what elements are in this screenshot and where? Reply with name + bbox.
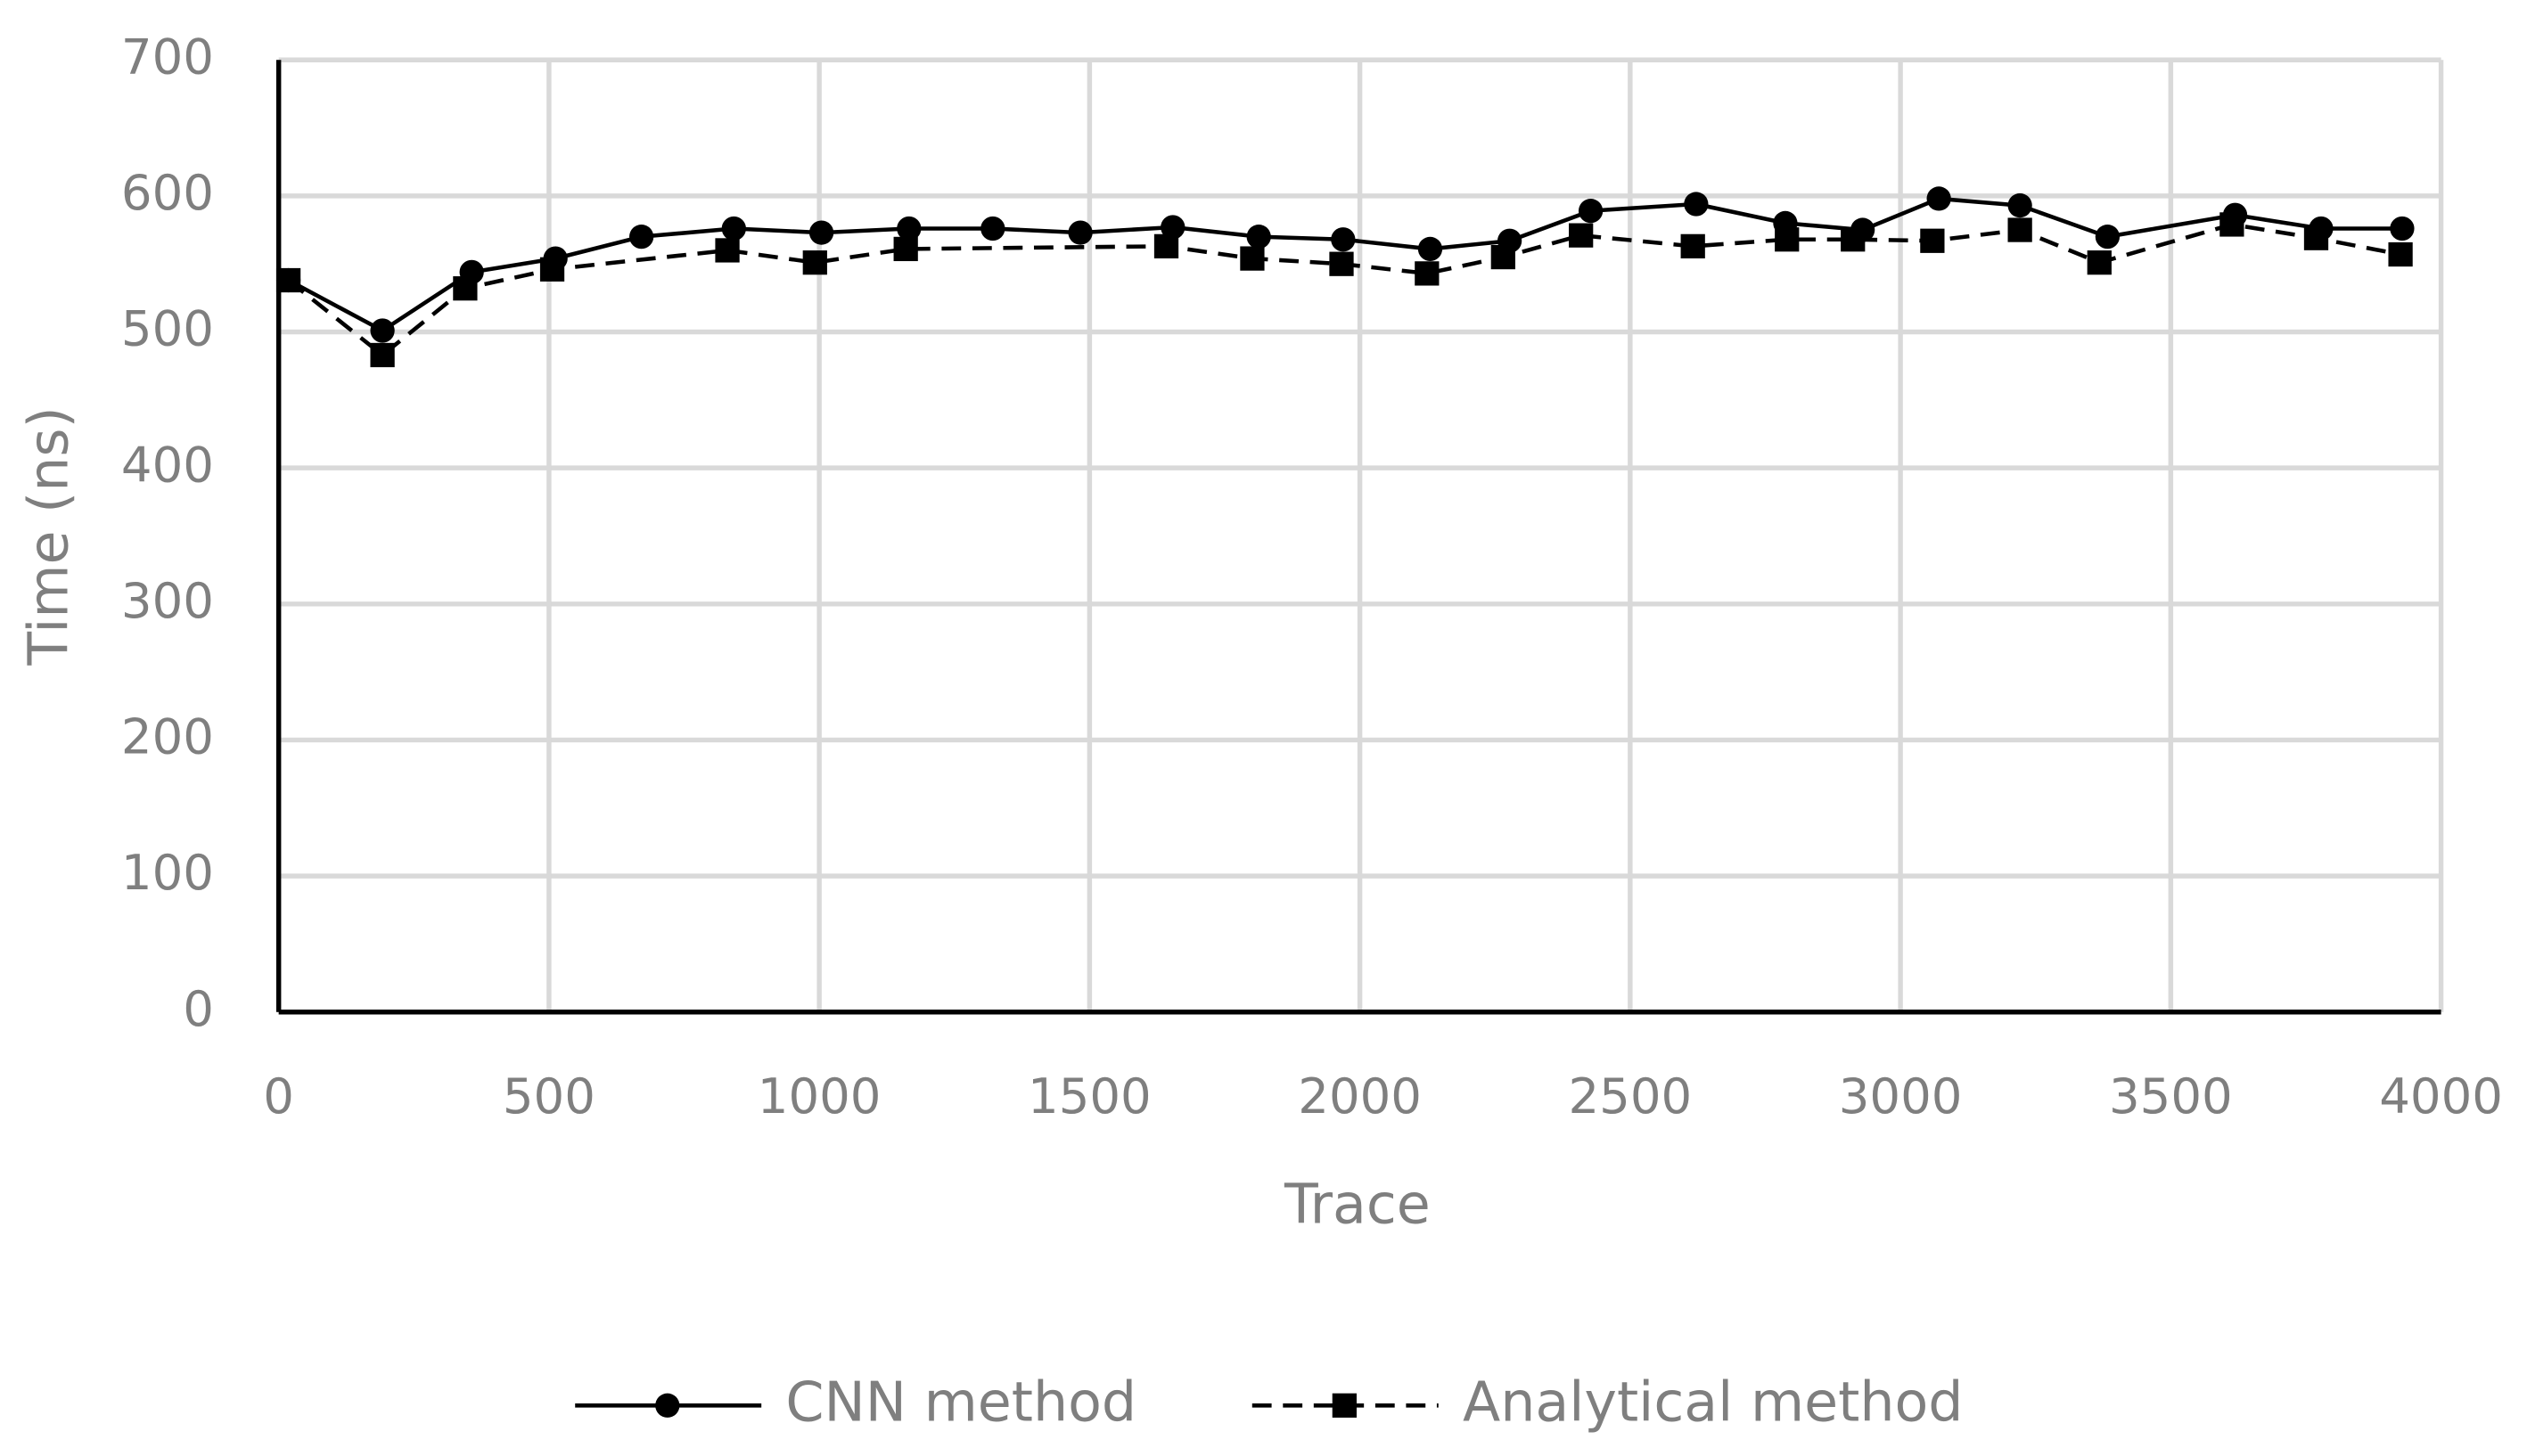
marker xyxy=(275,267,301,293)
x-tick-label: 4000 xyxy=(2379,1067,2503,1125)
y-tick-label: 700 xyxy=(121,28,214,85)
marker xyxy=(453,276,478,301)
marker xyxy=(893,236,918,262)
y-tick-label: 0 xyxy=(183,980,214,1037)
marker xyxy=(1161,215,1186,240)
marker xyxy=(1417,236,1443,262)
marker xyxy=(1331,227,1356,252)
marker xyxy=(897,216,922,241)
marker xyxy=(2087,250,2112,275)
marker xyxy=(715,238,740,263)
marker xyxy=(2007,217,2032,242)
marker xyxy=(1240,246,1265,271)
y-tick-label: 600 xyxy=(121,164,214,221)
x-tick-label: 3500 xyxy=(2109,1067,2233,1125)
x-tick-label: 2000 xyxy=(1298,1067,1422,1125)
marker xyxy=(2388,241,2413,267)
marker xyxy=(721,216,746,241)
x-tick-label: 500 xyxy=(503,1067,595,1125)
marker xyxy=(2007,192,2032,218)
marker xyxy=(980,216,1005,241)
marker xyxy=(1680,233,1705,258)
series-line xyxy=(287,222,2401,358)
marker xyxy=(1329,251,1354,276)
marker xyxy=(628,225,654,249)
marker xyxy=(1246,225,1271,249)
y-tick-label: 100 xyxy=(121,844,214,901)
marker xyxy=(2390,216,2415,241)
x-axis-title: Trace xyxy=(1284,1173,1431,1237)
y-tick-label: 200 xyxy=(121,708,214,765)
marker xyxy=(1841,227,1866,252)
x-tick-label: 2500 xyxy=(1569,1067,1693,1125)
marker xyxy=(1153,233,1179,258)
marker xyxy=(1920,228,1945,253)
marker xyxy=(1926,186,1951,211)
marker xyxy=(370,318,395,343)
y-tick-label: 500 xyxy=(121,300,214,357)
marker xyxy=(1578,199,1604,224)
legend-label: CNN method xyxy=(785,1370,1136,1434)
marker xyxy=(808,220,834,245)
marker xyxy=(1490,244,1515,270)
y-tick-label: 400 xyxy=(121,436,214,493)
x-tick-label: 1000 xyxy=(758,1067,882,1125)
legend-label: Analytical method xyxy=(1463,1370,1963,1434)
marker xyxy=(1068,220,1093,245)
x-tick-label: 1500 xyxy=(1028,1067,1152,1125)
y-axis-title: Time (ns) xyxy=(16,406,80,666)
marker xyxy=(1569,223,1594,248)
marker xyxy=(802,250,827,275)
marker xyxy=(1684,192,1709,217)
x-tick-label: 3000 xyxy=(1839,1067,1963,1125)
marker xyxy=(2095,225,2121,249)
marker xyxy=(655,1393,680,1418)
marker xyxy=(2219,212,2244,237)
y-tick-label: 300 xyxy=(121,572,214,629)
x-tick-label: 0 xyxy=(263,1067,294,1125)
marker xyxy=(2303,225,2329,250)
marker xyxy=(539,257,565,282)
marker xyxy=(1775,227,1800,252)
marker xyxy=(1332,1393,1357,1418)
marker xyxy=(370,342,395,368)
marker xyxy=(1415,261,1440,286)
